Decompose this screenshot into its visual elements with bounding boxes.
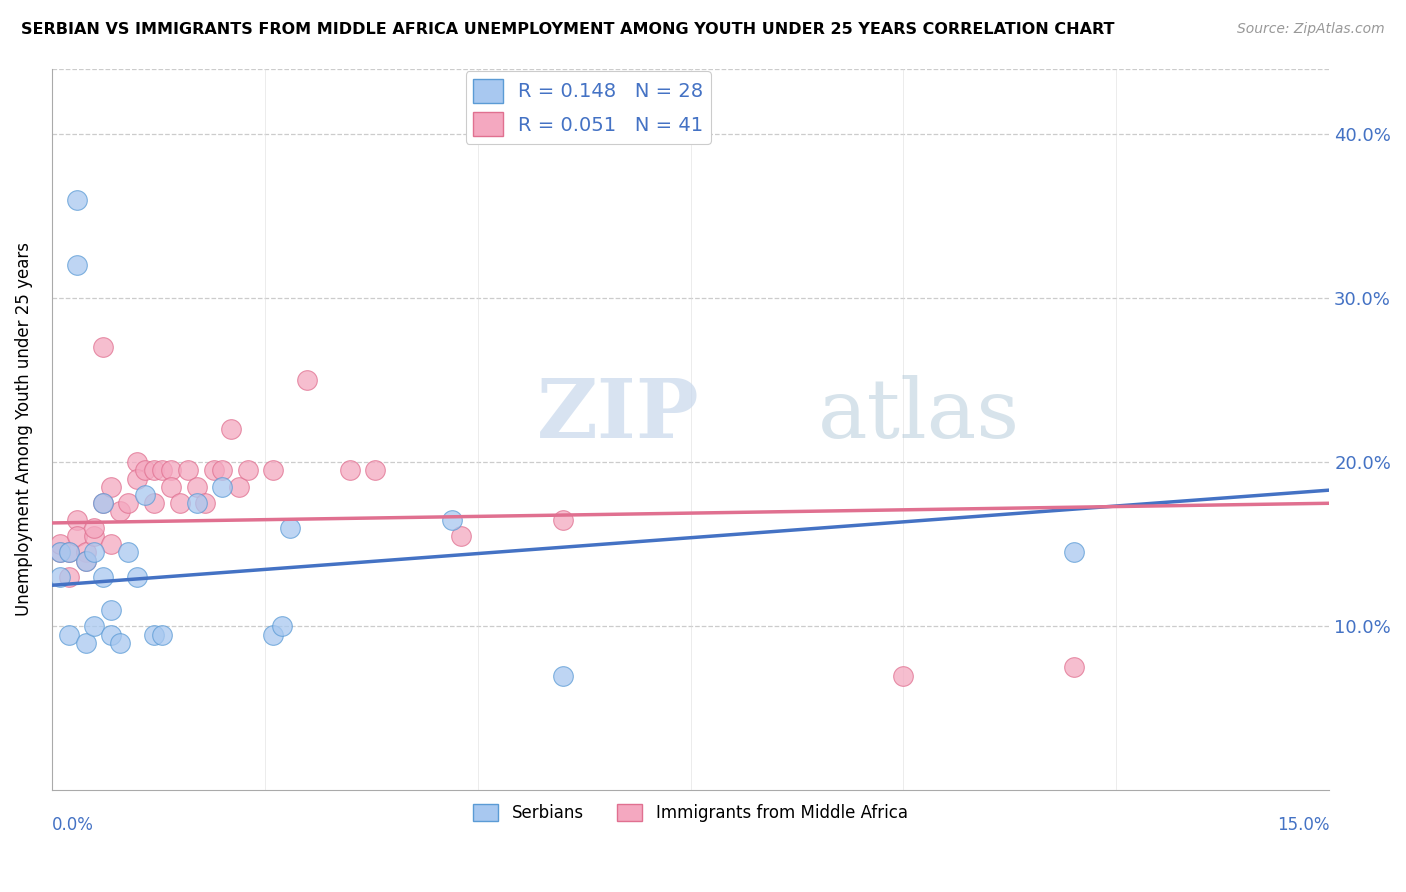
Point: [262, 463, 284, 477]
Point: [91, 570, 114, 584]
Point: [169, 496, 191, 510]
Point: [211, 463, 233, 477]
Point: [441, 513, 464, 527]
Point: [66, 529, 89, 543]
Point: [58, 545, 80, 559]
Text: ZIP: ZIP: [537, 375, 700, 455]
Point: [270, 619, 292, 633]
Point: [1063, 545, 1085, 559]
Point: [152, 627, 174, 641]
Point: [160, 463, 183, 477]
Point: [177, 463, 200, 477]
Y-axis label: Unemployment Among Youth under 25 years: Unemployment Among Youth under 25 years: [15, 243, 32, 616]
Point: [194, 496, 217, 510]
Point: [75, 554, 97, 568]
Point: [91, 496, 114, 510]
Point: [58, 627, 80, 641]
Point: [339, 463, 361, 477]
Point: [219, 422, 242, 436]
Point: [49, 570, 72, 584]
Point: [278, 521, 301, 535]
Text: 0.0%: 0.0%: [52, 815, 94, 834]
Point: [75, 636, 97, 650]
Point: [83, 529, 105, 543]
Point: [142, 496, 165, 510]
Point: [91, 340, 114, 354]
Point: [91, 496, 114, 510]
Point: [297, 373, 319, 387]
Point: [125, 472, 148, 486]
Point: [100, 627, 122, 641]
Point: [83, 545, 105, 559]
Point: [75, 545, 97, 559]
Point: [66, 513, 89, 527]
Text: atlas: atlas: [818, 375, 1021, 455]
Point: [108, 636, 131, 650]
Point: [236, 463, 259, 477]
Point: [1063, 660, 1085, 674]
Point: [142, 627, 165, 641]
Point: [58, 570, 80, 584]
Point: [100, 537, 122, 551]
Point: [202, 463, 225, 477]
Point: [893, 668, 915, 682]
Point: [108, 504, 131, 518]
Point: [117, 545, 139, 559]
Point: [142, 463, 165, 477]
Point: [49, 537, 72, 551]
Text: 15.0%: 15.0%: [1277, 815, 1329, 834]
Point: [66, 193, 89, 207]
Point: [125, 455, 148, 469]
Point: [100, 603, 122, 617]
Point: [49, 545, 72, 559]
Point: [152, 463, 174, 477]
Point: [551, 668, 574, 682]
Point: [364, 463, 387, 477]
Point: [117, 496, 139, 510]
Point: [211, 480, 233, 494]
Point: [83, 521, 105, 535]
Point: [134, 488, 156, 502]
Point: [551, 513, 574, 527]
Point: [134, 463, 156, 477]
Point: [186, 496, 208, 510]
Text: SERBIAN VS IMMIGRANTS FROM MIDDLE AFRICA UNEMPLOYMENT AMONG YOUTH UNDER 25 YEARS: SERBIAN VS IMMIGRANTS FROM MIDDLE AFRICA…: [21, 22, 1115, 37]
Point: [66, 259, 89, 273]
Point: [450, 529, 472, 543]
Point: [228, 480, 250, 494]
Point: [75, 554, 97, 568]
Point: [160, 480, 183, 494]
Point: [125, 570, 148, 584]
Legend: R = 0.148   N = 28, R = 0.051   N = 41: R = 0.148 N = 28, R = 0.051 N = 41: [465, 71, 711, 144]
Point: [83, 619, 105, 633]
Point: [262, 627, 284, 641]
Text: Source: ZipAtlas.com: Source: ZipAtlas.com: [1237, 22, 1385, 37]
Point: [186, 480, 208, 494]
Point: [58, 545, 80, 559]
Point: [100, 480, 122, 494]
Point: [49, 545, 72, 559]
